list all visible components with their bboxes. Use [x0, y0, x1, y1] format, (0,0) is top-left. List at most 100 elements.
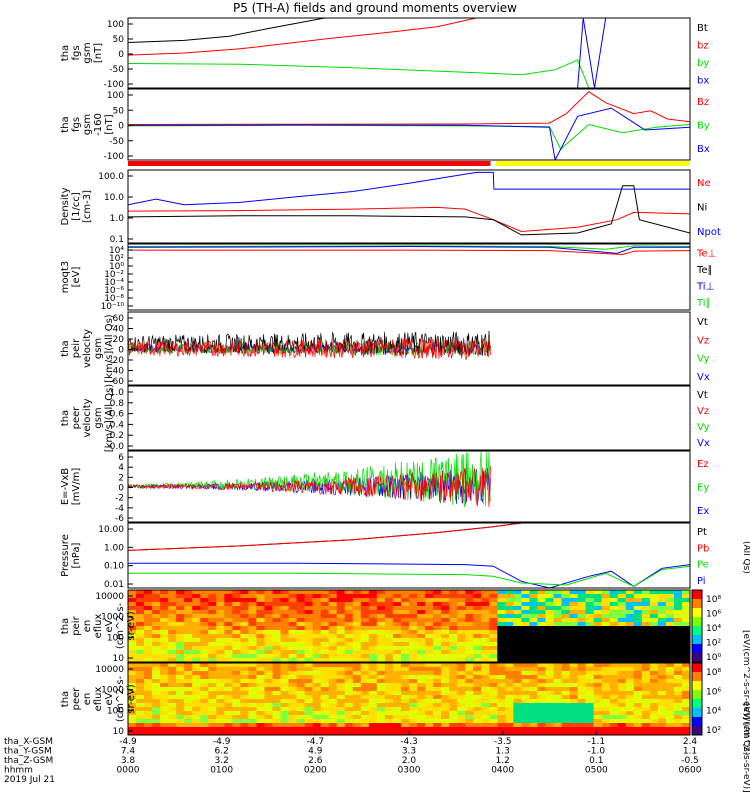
heatmap-cell — [288, 654, 298, 659]
heatmap-cell — [200, 687, 209, 692]
heatmap-cell — [481, 622, 490, 627]
heatmap-cell — [441, 618, 450, 623]
y-tick-label: 10.00 — [98, 525, 124, 535]
heatmap-cell — [585, 602, 595, 607]
heatmap-cell — [625, 679, 635, 684]
heatmap-cell — [256, 606, 266, 611]
heatmap-cell — [409, 707, 418, 712]
heatmap-cell — [425, 703, 434, 708]
heatmap-cell — [168, 598, 177, 603]
heatmap-cell — [465, 642, 474, 647]
heatmap-cell — [473, 671, 482, 676]
heatmap-cell — [336, 663, 346, 668]
heatmap-cell — [537, 650, 547, 655]
heatmap-cell — [344, 622, 354, 627]
heatmap-cell — [296, 638, 306, 643]
heatmap-cell — [296, 663, 306, 668]
heatmap-cell — [200, 634, 209, 639]
heatmap-cell — [529, 719, 539, 724]
heatmap-cell — [409, 638, 418, 643]
y-axis-title: [nT] — [104, 114, 115, 134]
heatmap-cell — [184, 679, 193, 684]
heatmap-cell — [184, 638, 193, 643]
heatmap-cell — [529, 638, 539, 643]
heatmap-cell — [192, 642, 201, 647]
y-axis-title: tha — [60, 618, 71, 634]
heatmap-cell — [232, 602, 241, 607]
heatmap-cell — [649, 707, 659, 712]
heatmap-cell — [481, 650, 490, 655]
heatmap-cell — [601, 695, 611, 700]
heatmap-cell — [256, 610, 266, 615]
heatmap-cell — [617, 618, 627, 623]
heatmap-cell — [336, 695, 346, 700]
heatmap-cell — [561, 594, 571, 599]
heatmap-cell — [392, 610, 402, 615]
heatmap-cell — [409, 606, 418, 611]
heatmap-cell — [144, 618, 153, 623]
heatmap-cell — [585, 610, 595, 615]
heatmap-cell — [481, 646, 490, 651]
heatmap-cell — [280, 715, 290, 720]
heatmap-cell — [216, 723, 225, 728]
heatmap-cell — [609, 654, 619, 659]
heatmap-cell — [336, 699, 346, 704]
heatmap-cell — [657, 675, 667, 680]
heatmap-cell — [344, 731, 354, 735]
heatmap-cell — [208, 719, 217, 724]
heatmap-cell — [160, 723, 169, 728]
heatmap-cell — [665, 715, 675, 720]
heatmap-cell — [649, 703, 659, 708]
heatmap-cell — [400, 642, 410, 647]
heatmap-cell — [384, 594, 394, 599]
heatmap-cell — [521, 707, 531, 712]
heatmap-cell — [545, 671, 555, 676]
heatmap-cell — [264, 642, 274, 647]
heatmap-cell — [441, 711, 450, 716]
heatmap-cell — [392, 618, 402, 623]
panel-plot-area — [128, 91, 690, 160]
heatmap-cell — [425, 638, 434, 643]
heatmap-cell — [577, 663, 587, 668]
heatmap-cell — [272, 590, 282, 595]
legend-entry: Vt — [697, 317, 708, 328]
heatmap-cell — [312, 683, 322, 688]
heatmap-cell — [641, 654, 651, 659]
heatmap-cell — [449, 671, 458, 676]
heatmap-cell — [128, 691, 137, 696]
heatmap-cell — [392, 630, 402, 635]
heatmap-cell — [409, 719, 418, 724]
heatmap-cell — [312, 658, 322, 662]
heatmap-cell — [553, 650, 563, 655]
heatmap-cell — [144, 679, 153, 684]
heatmap-cell — [521, 646, 531, 651]
heatmap-cell — [457, 642, 466, 647]
heatmap-cell — [481, 731, 490, 735]
heatmap-cell — [617, 614, 627, 619]
heatmap-cell — [609, 687, 619, 692]
heatmap-cell — [577, 667, 587, 672]
heatmap-cell — [312, 598, 322, 603]
heatmap-cell — [681, 654, 690, 659]
heatmap-cell — [537, 703, 547, 708]
colorbar-tick-label: 10² — [706, 726, 721, 736]
heatmap-cell — [376, 610, 386, 615]
heatmap-cell — [569, 622, 579, 627]
heatmap-cell — [521, 606, 531, 611]
heatmap-cell — [312, 663, 322, 668]
heatmap-cell — [545, 663, 555, 668]
heatmap-cell — [128, 654, 137, 659]
heatmap-cell — [617, 723, 627, 728]
heatmap-cell — [304, 679, 314, 684]
heatmap-cell — [144, 658, 153, 662]
heatmap-cell — [256, 695, 266, 700]
heatmap-cell — [272, 646, 282, 651]
heatmap-cell — [625, 630, 635, 635]
heatmap-cell — [152, 675, 161, 680]
heatmap-cell — [304, 642, 314, 647]
heatmap-cell — [160, 715, 169, 720]
heatmap-cell — [160, 703, 169, 708]
heatmap-cell — [569, 658, 579, 662]
heatmap-cell — [617, 711, 627, 716]
heatmap-cell — [569, 650, 579, 655]
